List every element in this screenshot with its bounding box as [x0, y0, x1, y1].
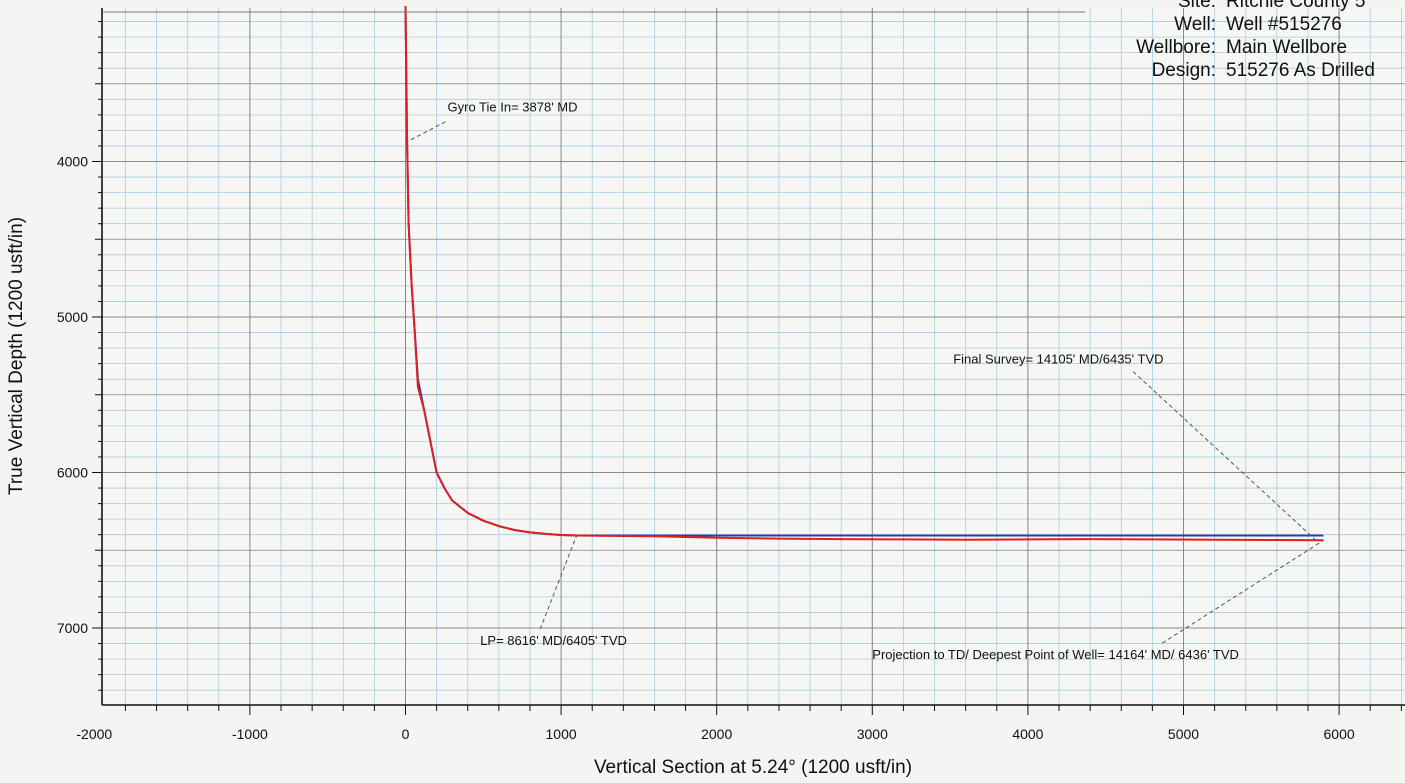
annotation-label: Projection to TD/ Deepest Point of Well=…	[872, 647, 1239, 662]
x-tick-label: 2000	[701, 726, 732, 742]
y-axis-title: True Vertical Depth (1200 usft/in)	[6, 217, 27, 495]
info-key: Site:	[1178, 0, 1216, 12]
y-tick-label: 7000	[57, 620, 88, 636]
y-tick-label: 5000	[57, 309, 88, 325]
x-tick-label: -1000	[232, 726, 268, 742]
info-value: Main Wellbore	[1226, 37, 1347, 58]
x-axis-title: Vertical Section at 5.24° (1200 usft/in)	[594, 757, 912, 778]
info-key: Well:	[1174, 14, 1216, 35]
x-tick-label: -2000	[76, 726, 112, 742]
info-key: Wellbore:	[1136, 37, 1216, 58]
y-tick-label: 4000	[57, 154, 88, 170]
annotation-label: Gyro Tie In= 3878' MD	[448, 100, 578, 115]
y-tick-label: 6000	[57, 465, 88, 481]
x-tick-label: 1000	[546, 726, 577, 742]
info-key: Design:	[1152, 60, 1216, 81]
annotation-label: Final Survey= 14105' MD/6435' TVD	[953, 352, 1163, 367]
annotation-label: LP= 8616' MD/6405' TVD	[480, 633, 627, 648]
x-tick-label: 6000	[1324, 726, 1355, 742]
info-value: Well #515276	[1226, 14, 1342, 35]
x-tick-label: 5000	[1168, 726, 1199, 742]
x-tick-label: 3000	[857, 726, 888, 742]
x-tick-label: 4000	[1012, 726, 1043, 742]
plot-background	[102, 8, 1405, 705]
info-value: 515276 As Drilled	[1226, 60, 1375, 81]
info-value: Ritchie County 5	[1226, 0, 1365, 12]
x-tick-label: 0	[402, 726, 410, 742]
